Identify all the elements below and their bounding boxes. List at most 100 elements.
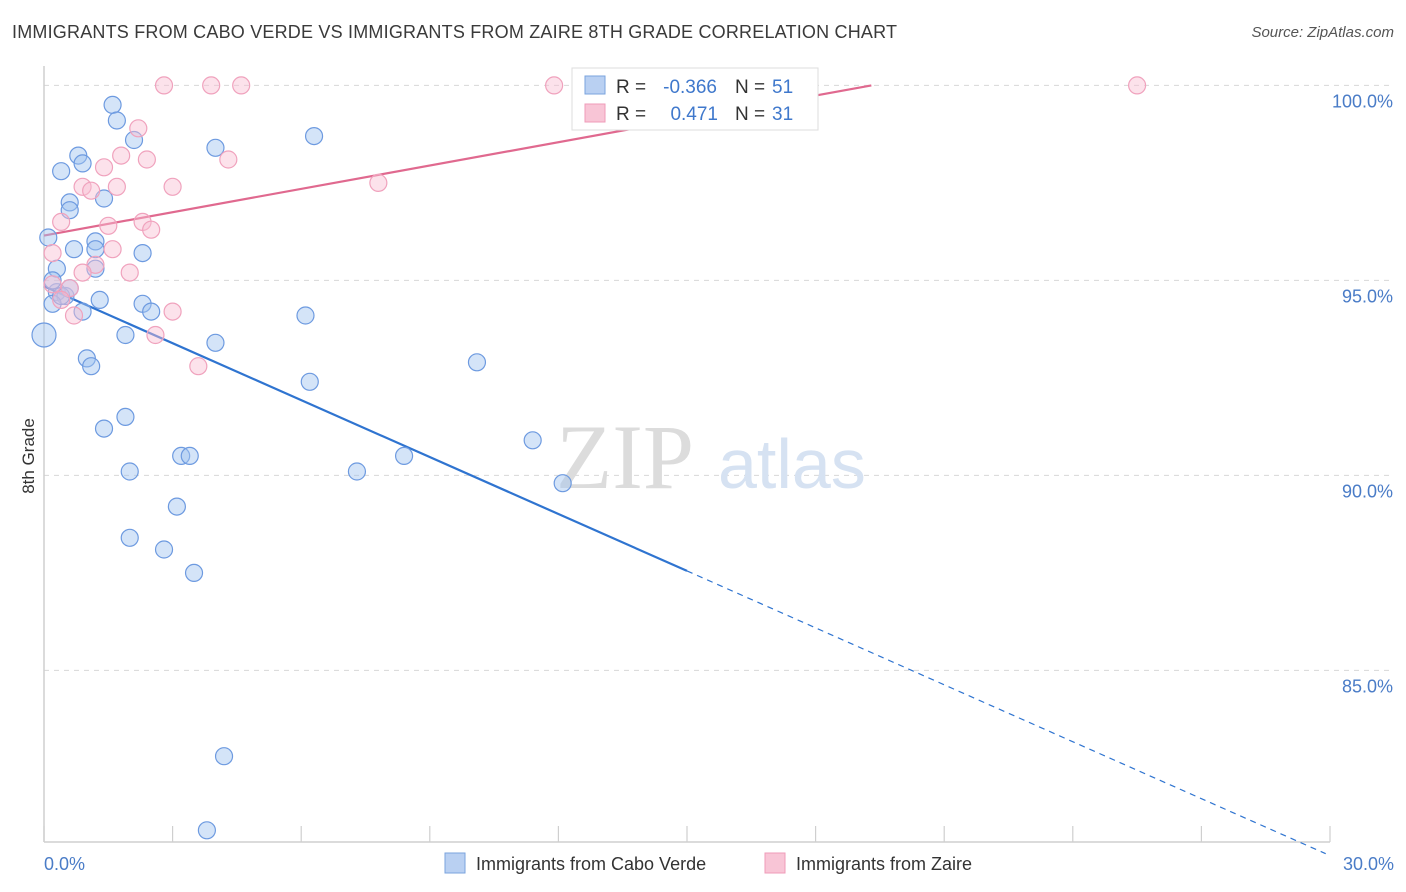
point-cabo-verde (300, 372, 319, 391)
legend-swatch-cabo-verde (444, 852, 466, 874)
point-zaire (545, 76, 564, 95)
x-tick-labels: 0.0% 30.0% (44, 854, 1394, 874)
point-zaire (103, 240, 122, 259)
point-zaire (232, 76, 251, 95)
stats-r-value-pink: 0.471 (670, 104, 718, 125)
point-cabo-verde (86, 240, 105, 259)
stats-box-frame (571, 67, 819, 131)
point-cabo-verde (43, 271, 62, 290)
point-zaire (112, 146, 131, 165)
point-cabo-verde (124, 130, 144, 150)
stats-n-value-blue: 51 (772, 77, 793, 98)
stats-n-label-blue: N = (735, 77, 765, 98)
point-cabo-verde (167, 497, 186, 516)
point-cabo-verde (107, 111, 126, 130)
point-cabo-verde (180, 446, 199, 465)
y-axis-label: 8th Grade (19, 418, 38, 494)
watermark-atlas: atlas (718, 425, 866, 503)
point-cabo-verde (120, 462, 139, 481)
point-zaire (107, 177, 126, 196)
watermark-zip: ZIP (556, 406, 694, 508)
y-tick-label: 85.0% (1342, 676, 1393, 696)
point-cabo-verde (467, 353, 487, 372)
point-zaire (99, 216, 118, 235)
point-cabo-verde (184, 563, 204, 583)
point-cabo-verde (64, 240, 84, 259)
point-cabo-verde (120, 528, 139, 547)
point-zaire (73, 263, 92, 282)
stats-swatch-blue (584, 75, 606, 95)
point-zaire (1127, 76, 1147, 95)
point-zaire (142, 220, 161, 239)
point-cabo-verde (197, 821, 216, 840)
point-zaire (146, 325, 165, 345)
scatter-points (31, 76, 1147, 840)
point-cabo-verde (116, 407, 135, 426)
point-cabo-verde (553, 474, 572, 493)
point-zaire (64, 306, 84, 325)
point-zaire (129, 119, 148, 138)
trendline-cabo-verde (43, 285, 688, 572)
point-cabo-verde (31, 322, 57, 348)
point-cabo-verde (116, 325, 135, 345)
axes (43, 66, 1331, 843)
point-zaire (52, 212, 71, 231)
point-cabo-verde (206, 138, 225, 157)
point-zaire (94, 158, 114, 177)
point-zaire (163, 177, 182, 196)
point-cabo-verde (394, 446, 414, 465)
series-legend: Immigrants from Cabo Verde Immigrants fr… (444, 852, 972, 874)
y-tick-label: 100.0% (1332, 91, 1393, 111)
point-cabo-verde (296, 306, 315, 325)
y-tick-label: 90.0% (1342, 481, 1393, 501)
point-zaire (189, 357, 208, 376)
point-zaire (120, 263, 139, 282)
point-zaire (369, 173, 388, 192)
stats-r-label-pink: R = (616, 104, 646, 125)
legend-label-cabo-verde: Immigrants from Cabo Verde (476, 854, 706, 874)
point-zaire (154, 76, 174, 95)
point-zaire (43, 244, 62, 263)
stats-swatch-pink (584, 103, 606, 123)
point-cabo-verde (52, 162, 71, 181)
point-zaire (52, 290, 71, 309)
point-zaire (137, 150, 156, 169)
y-tick-label: 95.0% (1342, 286, 1393, 306)
point-cabo-verde (60, 193, 79, 212)
point-cabo-verde (214, 747, 234, 766)
x-tick-label: 30.0% (1343, 854, 1394, 874)
point-zaire (219, 150, 238, 169)
point-cabo-verde (94, 419, 114, 438)
trendline-cabo-verde-extension (686, 570, 1326, 855)
point-cabo-verde (39, 228, 58, 247)
stats-legend: R = -0.366 N = 51 R = 0.471 N = 31 (571, 67, 819, 131)
legend-swatch-zaire (764, 852, 786, 874)
point-zaire (163, 302, 182, 321)
gridlines (44, 84, 1390, 671)
point-cabo-verde (86, 232, 105, 251)
point-cabo-verde (154, 540, 174, 559)
chart-source: Source: ZipAtlas.com (1251, 24, 1394, 41)
point-zaire (73, 177, 92, 196)
stats-r-label-blue: R = (616, 77, 646, 98)
point-cabo-verde (103, 95, 122, 115)
point-cabo-verde (73, 302, 92, 321)
point-zaire (82, 181, 101, 200)
point-cabo-verde (523, 431, 542, 450)
stats-n-label-pink: N = (735, 104, 765, 125)
point-cabo-verde (82, 357, 101, 376)
point-zaire (202, 76, 221, 95)
y-tick-labels: 100.0% 95.0% 90.0% 85.0% (1332, 91, 1393, 696)
point-zaire (43, 275, 62, 294)
point-cabo-verde (133, 244, 152, 263)
point-cabo-verde (73, 154, 92, 173)
point-cabo-verde (90, 290, 109, 309)
point-cabo-verde (347, 462, 367, 481)
x-tick-label: 0.0% (44, 854, 85, 874)
legend-label-zaire: Immigrants from Zaire (796, 854, 972, 874)
stats-r-value-blue: -0.366 (663, 77, 717, 98)
watermark: ZIP atlas (556, 406, 866, 508)
point-cabo-verde (304, 127, 324, 146)
stats-n-value-pink: 31 (772, 104, 793, 125)
